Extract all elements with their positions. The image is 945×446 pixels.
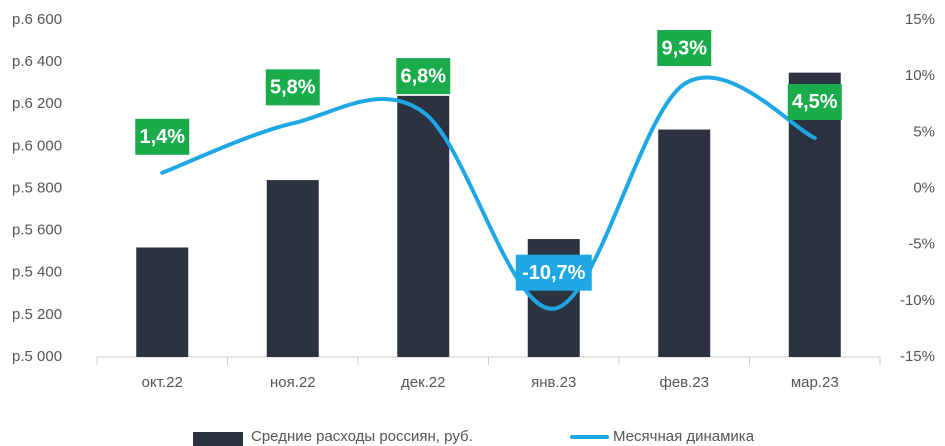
bar: [266, 180, 319, 357]
y-tick-label: р.5 800: [12, 179, 62, 196]
label-box: [396, 58, 451, 95]
data-label: 4,5%: [792, 91, 838, 113]
x-tick-label: окт.22: [142, 374, 183, 391]
y-tick-label: р.6 600: [12, 11, 62, 28]
y2-tick-label: -10%: [900, 292, 935, 309]
y-tick-label: р.5 200: [12, 306, 62, 323]
y-tick-label: р.5 400: [12, 264, 62, 281]
data-label: 5,8%: [270, 77, 316, 99]
label-box: [265, 69, 320, 106]
y-tick-label: р.5 600: [12, 222, 62, 239]
x-tick-label: дек.22: [401, 374, 446, 391]
y2-tick-label: 5%: [913, 123, 935, 140]
x-tick-label: фев.23: [659, 374, 709, 391]
x-tick-label: мар.23: [791, 374, 839, 391]
label-box: [787, 83, 842, 120]
label-box: [657, 30, 712, 67]
y2-tick-label: -15%: [900, 348, 935, 365]
x-tick-label: ноя.22: [270, 374, 316, 391]
legend-label: Месячная динамика: [613, 428, 755, 445]
y2-tick-label: 10%: [905, 67, 935, 84]
y2-tick-label: 0%: [913, 179, 935, 196]
y-tick-label: р.6 200: [12, 95, 62, 112]
bar: [658, 129, 711, 357]
bar: [136, 247, 189, 357]
data-label: 9,3%: [661, 37, 707, 59]
y2-tick-label: 15%: [905, 11, 935, 28]
label-box: [515, 254, 592, 291]
y-tick-label: р.6 000: [12, 137, 62, 154]
y-tick-label: р.5 000: [12, 348, 62, 365]
data-label: 1,4%: [139, 126, 185, 148]
data-label: 6,8%: [400, 65, 446, 87]
label-box: [135, 118, 190, 155]
legend-swatch: [193, 432, 243, 446]
x-tick-label: янв.23: [531, 374, 576, 391]
line: [160, 75, 817, 311]
y-tick-label: р.6 400: [12, 53, 62, 70]
y2-tick-label: -5%: [908, 236, 935, 253]
legend-label: Средние расходы россиян, руб.: [251, 428, 473, 445]
bar: [397, 95, 450, 357]
data-label: -10,7%: [522, 262, 586, 284]
bar: [788, 72, 841, 357]
